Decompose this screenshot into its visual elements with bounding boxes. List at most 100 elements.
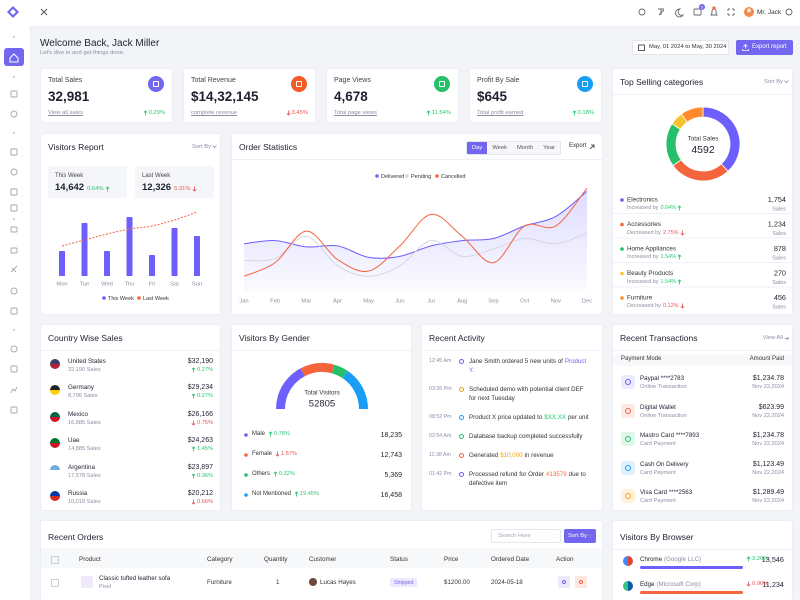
card-title: Order Statistics — [239, 142, 298, 152]
tab[interactable]: Day — [467, 142, 488, 154]
search-input[interactable]: Search Here — [491, 529, 561, 543]
trend-arrow — [105, 186, 109, 192]
country-sales: 10,018 Sales — [68, 499, 101, 505]
activity-item: 11:38 Am Generated $10,000 in revenue — [422, 451, 602, 460]
trend-arrow — [294, 491, 299, 497]
change-text: Decreased by — [627, 229, 661, 236]
gender-row: Others 0.32% — [252, 471, 295, 477]
export-button[interactable]: Export report — [736, 40, 793, 55]
activity-highlight: $10,000 — [500, 452, 523, 459]
export-arrow — [589, 144, 595, 150]
stat-icon-glyph — [296, 81, 302, 87]
category-value: 270 — [774, 268, 786, 277]
trend-icon — [680, 303, 685, 309]
activity-item: 01:42 Pm Processed refund for Order #13579… — [422, 470, 602, 488]
trend-arrow — [677, 254, 682, 260]
x-label: Wed — [101, 282, 113, 288]
trend-icon — [680, 230, 685, 236]
browser-bar — [640, 566, 743, 569]
nav-home-active[interactable] — [4, 48, 24, 66]
trend-arrow — [191, 420, 196, 426]
bell-icon[interactable] — [710, 8, 718, 16]
week-value: 14,642 — [55, 182, 85, 193]
bar — [171, 228, 178, 276]
change: 0.12% — [663, 303, 685, 309]
column-header: Quantity — [264, 556, 288, 563]
fullscreen-icon[interactable] — [727, 8, 735, 16]
change-value: 1.57% — [281, 451, 297, 457]
change: 0.64% — [661, 205, 683, 211]
legend-label: Pending — [411, 174, 431, 180]
change-value: 0.64% — [87, 186, 104, 192]
sort-button[interactable]: Sort By — [564, 529, 596, 543]
settings-icon[interactable] — [785, 8, 793, 16]
sort-button[interactable]: Sort By — [191, 144, 211, 150]
action-button[interactable] — [575, 576, 587, 588]
action-button[interactable] — [558, 576, 570, 588]
column-header: Amount Paid — [749, 356, 784, 362]
line — [243, 232, 588, 277]
trend-arrow — [191, 393, 196, 399]
cart-icon[interactable] — [693, 8, 702, 16]
x-label: Dec — [582, 299, 592, 305]
area — [244, 191, 587, 291]
legend-dot — [620, 296, 624, 300]
trend-icon — [191, 393, 196, 399]
category-name: Home Appliances — [627, 246, 676, 253]
payment-date: Nov 22,2024 — [752, 441, 784, 447]
export-link[interactable]: Export — [569, 143, 587, 149]
country-sales: 32,190 Sales — [68, 367, 101, 373]
bar — [194, 236, 200, 276]
view-all-link[interactable]: View All — [762, 335, 783, 341]
legend-dot — [620, 247, 624, 251]
stat-link: Total profit earned — [477, 110, 524, 116]
trend-icon — [191, 472, 196, 479]
language-icon[interactable] — [658, 8, 665, 16]
tab[interactable]: Week — [487, 142, 513, 154]
change: 0.66% — [191, 499, 213, 505]
activity-list: 12:45 Am Jane Smith ordered 5 new units o… — [422, 357, 602, 498]
change: 0.75% — [191, 420, 213, 426]
timeline-dot — [459, 472, 464, 477]
activity-text: Jane Smith ordered 5 new units of Product… — [469, 357, 591, 375]
category-unit: Sales — [772, 280, 786, 286]
activity-time: 12:45 Am — [429, 358, 452, 364]
x-label: Thu — [125, 282, 135, 288]
activity-description-end: in revenue — [524, 452, 554, 459]
change-value: 0.78% — [274, 431, 290, 437]
gender-value: 12,743 — [381, 452, 403, 459]
column-header: Ordered Date — [491, 556, 530, 563]
change-value: 0.96% — [752, 581, 769, 587]
divider — [41, 350, 220, 351]
theme-icon[interactable] — [675, 8, 685, 18]
activity-description: Processed refund for Order — [469, 471, 544, 478]
x-label: Jul — [427, 299, 434, 305]
sort-button[interactable]: Sort By — [763, 79, 783, 85]
topbar: 5 Mr. Jack — [30, 0, 800, 27]
close-icon[interactable] — [40, 8, 48, 16]
trend-arrow — [426, 110, 431, 116]
last-week-line — [61, 211, 198, 247]
country-name: Mexico — [68, 410, 88, 418]
trend-icon — [677, 205, 682, 211]
category-name: Accessories — [627, 221, 661, 228]
category-change: Decreased by 0.12% — [627, 303, 685, 309]
visitors-chart: This Week Last Week Mon Tue Wed Thu Fri Sat Sun — [56, 211, 202, 302]
change-value: 0.75% — [197, 419, 213, 426]
tab[interactable]: Year — [538, 142, 560, 154]
week-label: This Week — [55, 173, 84, 179]
stat-icon — [148, 76, 164, 92]
user-name[interactable]: Mr. Jack — [757, 9, 782, 16]
logo-inner — [10, 9, 16, 15]
change-value: 0.27% — [197, 393, 213, 400]
trend-icon — [294, 491, 299, 497]
recent-activity-card: Recent Activity 12:45 Am Jane Smith order… — [421, 324, 603, 511]
timeline-dot — [459, 434, 464, 439]
trend-arrow — [191, 499, 196, 505]
search-icon[interactable] — [638, 8, 646, 16]
tab[interactable]: Month — [512, 142, 539, 154]
date-picker[interactable]: May, 01 2024 to May, 30 2024 — [632, 40, 729, 55]
browser-icon — [623, 556, 633, 566]
change-value: 5.31% — [174, 186, 191, 192]
change-value: 0.32% — [279, 471, 295, 477]
